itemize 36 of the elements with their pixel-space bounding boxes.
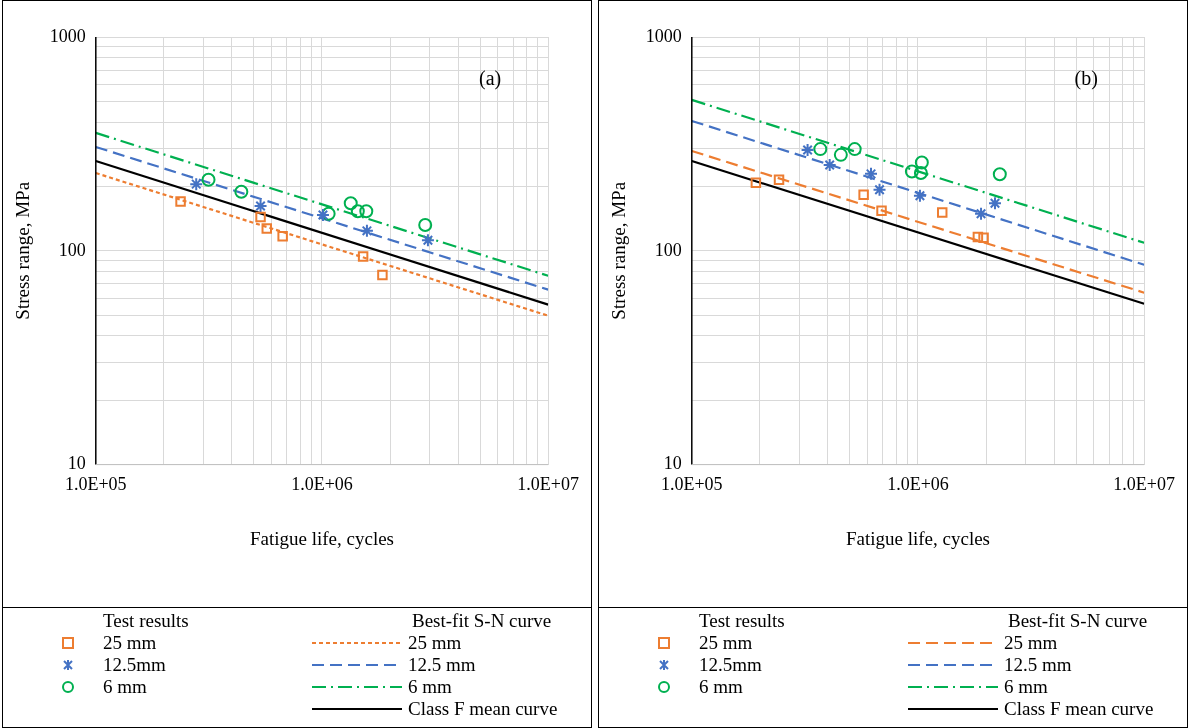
legend-title: Test results <box>698 610 786 632</box>
legend-label: 25 mm <box>408 632 462 654</box>
y-axis-title: Stress range, MPa <box>608 181 630 320</box>
x-tick-label: 1.0E+05 <box>660 474 723 495</box>
y-tick-label: 100 <box>654 239 682 260</box>
annotation: (b) <box>1074 67 1098 90</box>
y-tick-label: 10 <box>663 453 682 474</box>
legend-label: 6 mm <box>699 676 743 698</box>
legend-label: 12.5mm <box>699 654 762 676</box>
legend-label: 12.5 mm <box>1004 654 1072 676</box>
legend-label: 6 mm <box>1004 676 1048 698</box>
legend-label: 25 mm <box>699 632 753 654</box>
y-axis-title: Stress range, MPa <box>12 181 34 320</box>
legend-label: Class F mean curve <box>408 698 558 720</box>
legend-title: Test results <box>102 610 190 632</box>
y-tick-label: 1000 <box>645 25 682 46</box>
x-tick-label: 1.0E+06 <box>291 474 353 495</box>
x-axis-title: Fatigue life, cycles <box>249 527 394 549</box>
x-tick-label: 1.0E+05 <box>64 474 127 495</box>
text: Best-fit S-N curve <box>411 610 553 632</box>
legend-label: 12.5 mm <box>408 654 476 676</box>
legend-label: 6 mm <box>408 676 452 698</box>
y-tick-label: 1000 <box>49 25 86 46</box>
x-tick-label: 1.0E+06 <box>887 474 949 495</box>
legend-label: 6 mm <box>103 676 147 698</box>
y-tick-label: 100 <box>58 239 86 260</box>
x-tick-label: 1.0E+07 <box>517 474 579 495</box>
legend-label: 25 mm <box>1004 632 1058 654</box>
x-axis-title: Fatigue life, cycles <box>845 527 990 549</box>
y-tick-label: 10 <box>67 453 86 474</box>
annotation: (a) <box>479 67 502 90</box>
legend-label: Class F mean curve <box>1004 698 1154 720</box>
legend-label: 25 mm <box>103 632 157 654</box>
text: Best-fit S-N curve <box>1007 610 1149 632</box>
legend-label: 12.5mm <box>103 654 166 676</box>
x-tick-label: 1.0E+07 <box>1113 474 1175 495</box>
